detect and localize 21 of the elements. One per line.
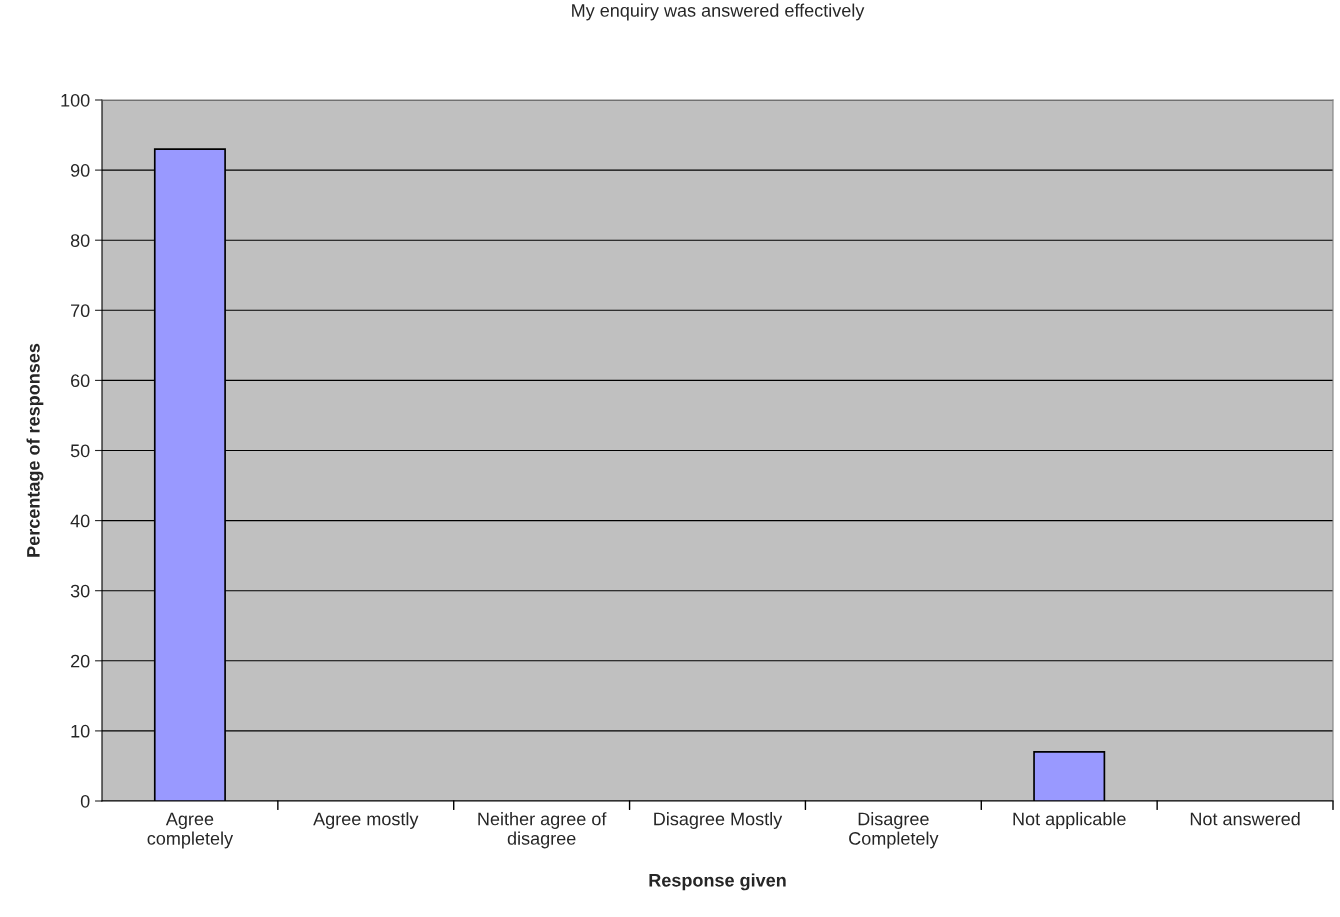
y-axis-title: Percentage of responses [26,343,44,557]
y-tick-label: 0 [80,794,90,808]
x-tick-label: Agree mostly [313,812,419,829]
y-tick-label: 10 [71,724,90,738]
x-tick-label: Neither agree of disagree [478,812,607,849]
y-tick-label: 100 [61,93,90,107]
x-tick-label: Disagree Completely [849,812,939,849]
y-tick-label: 20 [71,654,90,668]
x-tick-label: Not answered [1190,812,1300,826]
y-tick-label: 50 [70,444,90,458]
chart-title: My enquiry was answered effectively [572,3,865,21]
y-tick-label: 60 [71,374,90,388]
y-tick-label: 40 [70,514,90,528]
x-tick-label: Not applicable [1013,812,1126,829]
x-tick-label: Disagree Mostly [654,812,783,829]
y-tick-label: 30 [70,584,90,598]
y-tick-label: 70 [71,304,90,318]
x-axis-title: Response given [649,873,786,891]
x-tick-label: Agree completely [147,812,234,849]
y-tick-label: 80 [70,234,90,247]
y-tick-label: 90 [70,164,90,177]
